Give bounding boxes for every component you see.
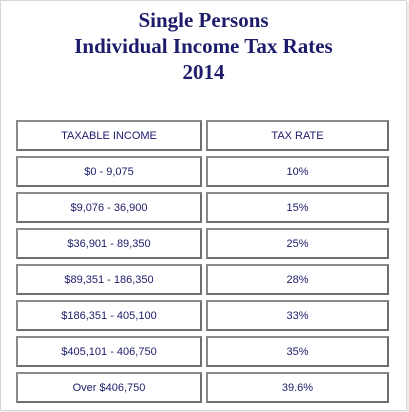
tax-rate-cell: 28% bbox=[206, 264, 389, 295]
title-line-2: Individual Income Tax Rates bbox=[74, 34, 333, 58]
title-line-1: Single Persons bbox=[138, 8, 269, 32]
tax-rate-cell: 15% bbox=[206, 192, 389, 223]
income-bracket-cell: Over $406,750 bbox=[16, 372, 202, 403]
income-bracket-cell: $405,101 - 406,750 bbox=[16, 336, 202, 367]
tax-rate-cell: 39.6% bbox=[206, 372, 389, 403]
title-year: 2014 bbox=[182, 60, 225, 84]
table-row: $0 - 9,075 10% bbox=[16, 156, 389, 187]
income-bracket-cell: $186,351 - 405,100 bbox=[16, 300, 202, 331]
tax-rate-cell: 33% bbox=[206, 300, 389, 331]
table-row: $89,351 - 186,350 28% bbox=[16, 264, 389, 295]
table-row: $36,901 - 89,350 25% bbox=[16, 228, 389, 259]
income-bracket-cell: $89,351 - 186,350 bbox=[16, 264, 202, 295]
table-row: $9,076 - 36,900 15% bbox=[16, 192, 389, 223]
page-title: Single Persons Individual Income Tax Rat… bbox=[1, 7, 406, 85]
income-bracket-cell: $9,076 - 36,900 bbox=[16, 192, 202, 223]
tax-rate-cell: 25% bbox=[206, 228, 389, 259]
tax-rate-cell: 35% bbox=[206, 336, 389, 367]
header-taxable-income: TAXABLE INCOME bbox=[16, 120, 202, 151]
income-bracket-cell: $0 - 9,075 bbox=[16, 156, 202, 187]
header-tax-rate: TAX RATE bbox=[206, 120, 389, 151]
table-row: Over $406,750 39.6% bbox=[16, 372, 389, 403]
table-row: $405,101 - 406,750 35% bbox=[16, 336, 389, 367]
table-header-row: TAXABLE INCOME TAX RATE bbox=[16, 120, 389, 151]
tax-rates-table: TAXABLE INCOME TAX RATE $0 - 9,075 10% $… bbox=[12, 115, 393, 408]
income-bracket-cell: $36,901 - 89,350 bbox=[16, 228, 202, 259]
table-row: $186,351 - 405,100 33% bbox=[16, 300, 389, 331]
tax-rate-cell: 10% bbox=[206, 156, 389, 187]
